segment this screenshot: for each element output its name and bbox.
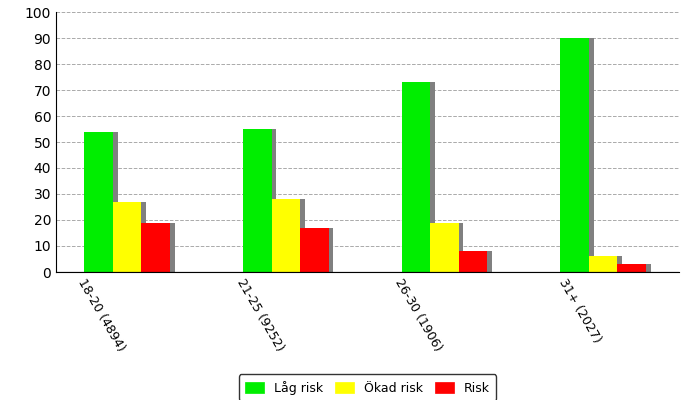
Bar xyxy=(113,132,118,272)
Bar xyxy=(560,38,589,272)
Bar xyxy=(170,222,175,272)
Bar xyxy=(617,264,646,272)
Bar xyxy=(113,202,141,272)
Bar xyxy=(141,202,146,272)
Bar xyxy=(243,129,272,272)
Bar xyxy=(272,199,300,272)
Bar xyxy=(430,222,458,272)
Bar xyxy=(617,256,622,272)
Bar xyxy=(84,132,113,272)
Bar xyxy=(646,264,651,272)
Bar xyxy=(487,251,492,272)
Bar xyxy=(328,228,333,272)
Bar xyxy=(300,199,304,272)
Legend: Låg risk, Ökad risk, Risk: Låg risk, Ökad risk, Risk xyxy=(239,374,496,400)
Bar xyxy=(430,82,435,272)
Bar xyxy=(458,251,487,272)
Bar xyxy=(141,222,170,272)
Bar xyxy=(589,38,594,272)
Bar xyxy=(402,82,430,272)
Bar xyxy=(589,256,617,272)
Bar xyxy=(300,228,328,272)
Bar xyxy=(458,222,463,272)
Bar xyxy=(272,129,276,272)
